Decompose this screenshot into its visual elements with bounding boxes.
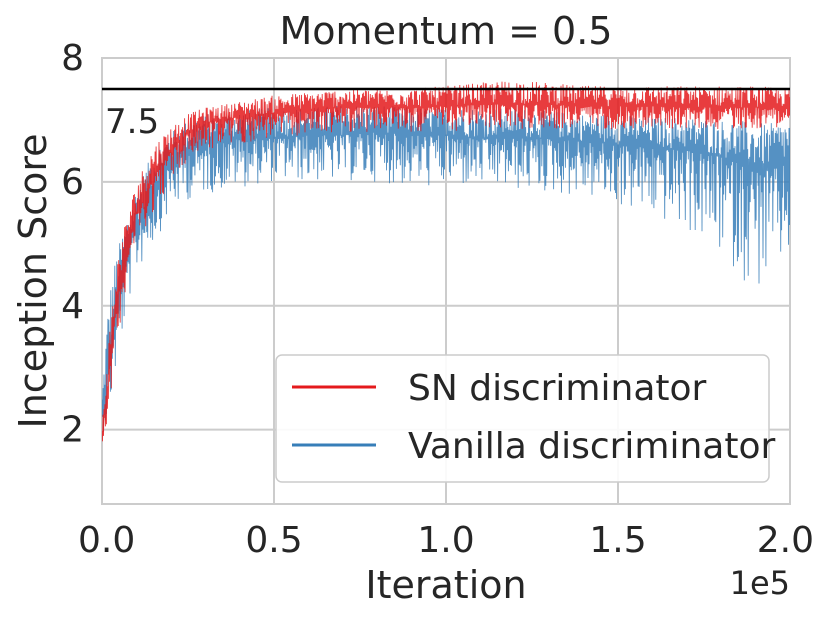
x-tick-label: 0.5 xyxy=(245,520,302,561)
x-axis-offset-text: 1e5 xyxy=(730,564,790,602)
x-tick-label: 1.5 xyxy=(589,520,646,561)
plot-frame xyxy=(101,57,791,505)
chart-title: Momentum = 0.5 xyxy=(280,9,613,53)
y-axis-label: Inception Score xyxy=(11,134,55,429)
series-line-vanilla-discriminator xyxy=(102,105,790,432)
legend: SN discriminator Vanilla discriminator xyxy=(275,354,776,483)
x-tick-label: 1.0 xyxy=(417,520,474,561)
legend-label-vanilla: Vanilla discriminator xyxy=(408,426,776,467)
x-tick-labels: 0.0 0.5 1.0 1.5 2.0 xyxy=(78,520,814,561)
legend-label-sn: SN discriminator xyxy=(408,368,707,409)
x-axis-label: Iteration xyxy=(365,563,526,607)
y-tick-label: 6 xyxy=(61,162,84,203)
y-tick-label: 4 xyxy=(61,286,84,327)
y-tick-label: 2 xyxy=(61,410,84,451)
y-tick-label: 8 xyxy=(61,38,84,79)
x-tick-label: 2.0 xyxy=(757,520,814,561)
x-tick-label: 0.0 xyxy=(78,520,135,561)
legend-box xyxy=(275,354,770,483)
reference-line-label: 7.5 xyxy=(105,102,159,142)
y-tick-labels: 2 4 6 8 xyxy=(61,38,84,451)
